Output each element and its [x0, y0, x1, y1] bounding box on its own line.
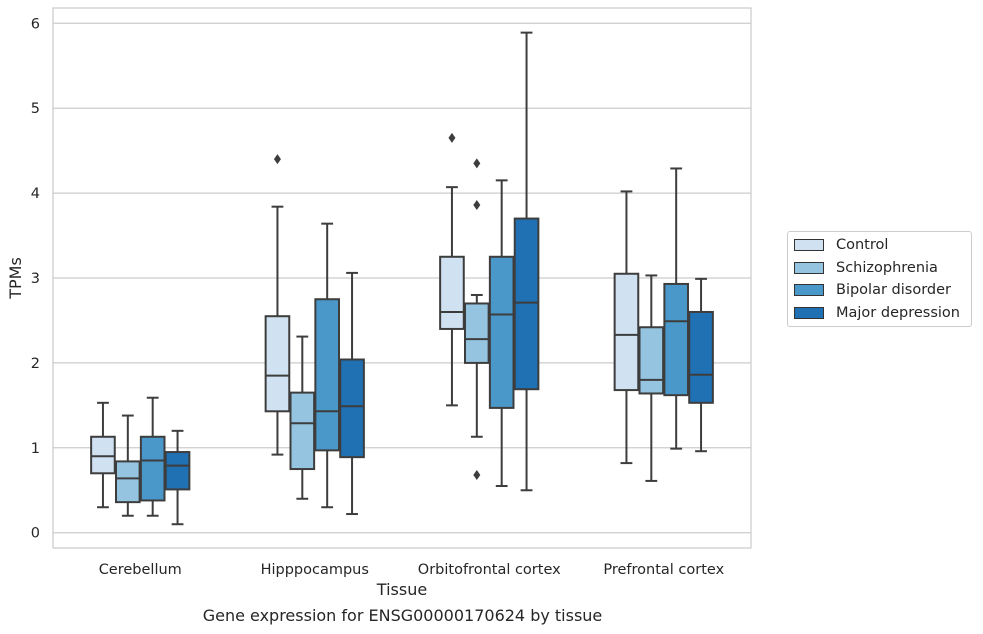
box-group: [638, 274, 665, 482]
outlier-point: [473, 158, 481, 169]
chart-caption: Gene expression for ENSG00000170624 by t…: [202, 606, 603, 625]
box: [638, 326, 665, 395]
box-group: [264, 154, 291, 456]
box-group: [464, 158, 490, 480]
y-tick-label: 6: [31, 16, 40, 32]
legend-swatch: [794, 239, 824, 251]
outlier-point: [273, 154, 281, 165]
box: [464, 302, 490, 364]
box: [139, 435, 166, 502]
y-tick-label: 2: [31, 356, 40, 372]
legend-label: Bipolar disorder: [836, 282, 951, 298]
box-group: [164, 429, 191, 526]
box-group: [613, 190, 640, 465]
legend-item: Control: [794, 235, 888, 255]
legend-item: Major depression: [794, 303, 960, 323]
outlier-point: [473, 469, 481, 480]
legend-swatch: [794, 284, 824, 296]
y-tick-label: 5: [31, 101, 40, 117]
box-group: [688, 277, 714, 453]
box: [688, 310, 714, 404]
legend-label: Major depression: [836, 304, 960, 321]
y-axis-label: TPMs: [6, 257, 25, 300]
box: [164, 451, 191, 491]
legend-swatch: [794, 261, 824, 274]
box-group: [513, 31, 540, 492]
box: [115, 460, 141, 504]
x-axis-label: Tissue: [376, 580, 427, 599]
plot-frame: [52, 7, 752, 549]
box: [264, 315, 291, 413]
box-group: [339, 271, 365, 516]
x-tick-label: Orbitofrontal cortex: [418, 562, 561, 578]
y-tick-label: 0: [31, 526, 40, 542]
x-tick-label: Prefrontal cortex: [603, 562, 724, 578]
box: [613, 272, 640, 392]
box-group: [139, 396, 166, 517]
outlier-point: [448, 132, 456, 143]
x-tick-label: Hipppocampus: [261, 562, 369, 578]
box-group: [289, 335, 316, 500]
legend: Control Schizophrenia Bipolar disorder Majo…: [787, 231, 972, 327]
legend-item: Schizophrenia: [794, 258, 938, 278]
outlier-point: [473, 199, 481, 210]
box: [289, 391, 316, 471]
box-group: [115, 414, 141, 517]
box: [314, 298, 340, 452]
box: [90, 435, 116, 475]
box-group: [488, 179, 515, 488]
box-group: [90, 401, 116, 509]
legend-item: Bipolar disorder: [794, 280, 951, 300]
y-tick-label: 3: [31, 271, 40, 287]
x-tick-label: Cerebellum: [99, 562, 182, 578]
boxes-layer: [90, 31, 714, 526]
y-tick-labels: 0 1 2 3 4 5 6: [31, 16, 40, 541]
y-tick-label: 4: [31, 186, 40, 202]
box: [513, 217, 540, 391]
legend-label: Control: [836, 237, 889, 253]
box: [439, 255, 465, 330]
grid-lines: [53, 22, 751, 534]
legend-label: Schizophrenia: [836, 259, 938, 276]
box: [339, 358, 365, 459]
legend-swatch: [794, 306, 824, 319]
x-tick-labels: Cerebellum Hipppocampus Orbitofrontal cort…: [99, 562, 725, 578]
box-group: [663, 167, 689, 450]
box-group: [314, 222, 340, 509]
box: [663, 282, 689, 397]
box: [488, 255, 515, 409]
y-tick-label: 1: [31, 441, 40, 457]
box-group: [439, 132, 465, 407]
